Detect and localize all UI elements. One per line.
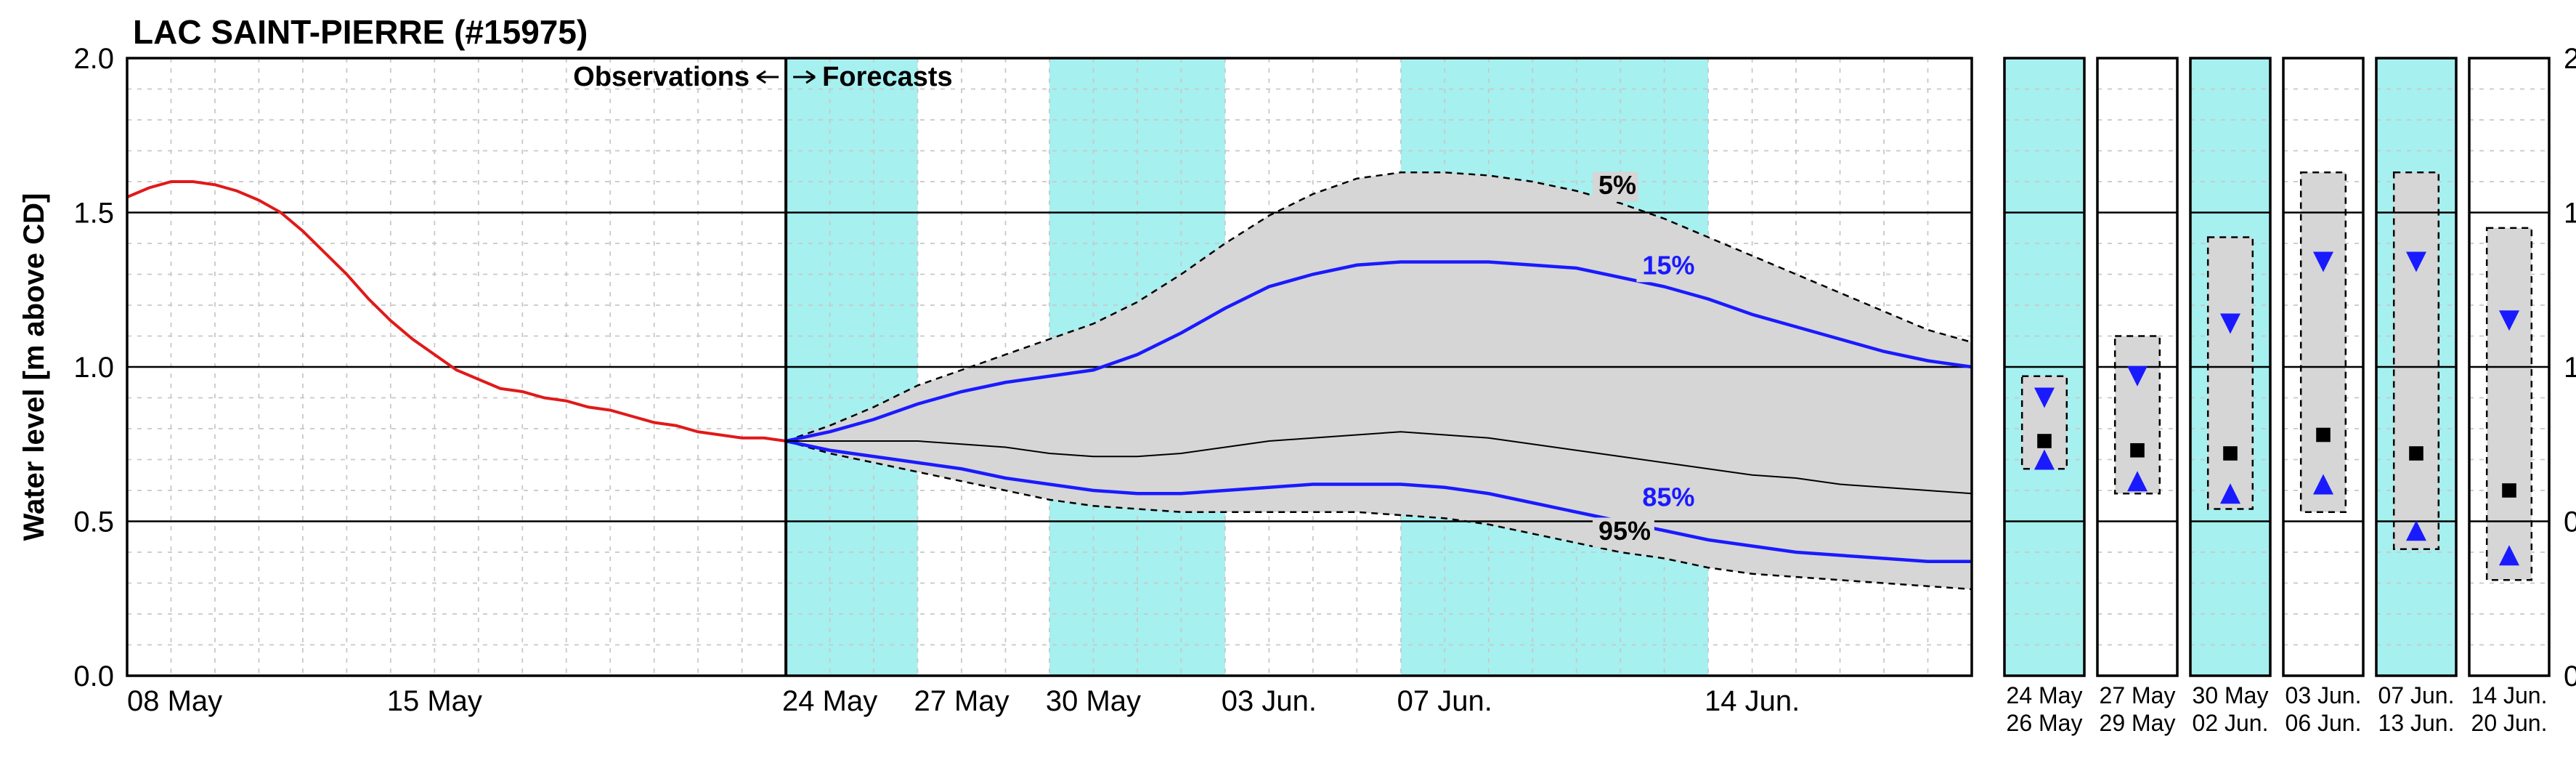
panel-label-bot: 26 May [2007, 710, 2083, 736]
y-tick-right: 0.0 [2564, 660, 2576, 692]
chart-title: LAC SAINT-PIERRE (#15975) [133, 13, 588, 51]
y-tick-right: 0.5 [2564, 506, 2576, 538]
panel-label-top: 24 May [2007, 682, 2083, 708]
panel-range-box [2301, 172, 2346, 512]
panel-label-bot: 06 Jun. [2286, 710, 2362, 736]
marker-square-icon [2223, 446, 2238, 461]
chart-svg: 5% 15% 85% 95% 0.0 0.5 1.0 1.5 2.0 Water level [m… [0, 0, 2576, 776]
panel-label-bot: 20 Jun. [2471, 710, 2548, 736]
y-axis-label: Water level [m above CD] [18, 193, 50, 541]
panel-range-box [2394, 172, 2439, 549]
x-tick: 30 May [1046, 685, 1141, 717]
panel-label-bot: 13 Jun. [2378, 710, 2455, 736]
y-tick-right: 1.0 [2564, 352, 2576, 384]
pct-label-p85: 85% [1642, 482, 1694, 512]
panel-label-top: 27 May [2100, 682, 2176, 708]
forecast-fan [786, 172, 1972, 589]
pct-label-p95: 95% [1598, 516, 1651, 546]
forecasts-label: Forecasts [822, 62, 953, 92]
y-tick-left: 0.0 [73, 660, 114, 692]
pct-label-p15: 15% [1642, 251, 1694, 280]
arrow-left-icon [757, 71, 779, 83]
panel-label-top: 30 May [2193, 682, 2269, 708]
x-tick: 08 May [127, 685, 222, 717]
y-tick-left: 1.5 [73, 198, 114, 230]
x-tick: 27 May [914, 685, 1009, 717]
panel-range-box [2208, 238, 2253, 509]
marker-square-icon [2130, 443, 2145, 458]
x-tick: 07 Jun. [1397, 685, 1492, 717]
x-tick: 03 Jun. [1222, 685, 1317, 717]
y-tick-left: 1.0 [73, 352, 114, 384]
observations-label: Observations [573, 62, 749, 92]
observation-line [127, 182, 786, 441]
panel-label-top: 03 Jun. [2286, 682, 2362, 708]
panel-range-box [2115, 336, 2160, 494]
y-tick-left: 0.5 [73, 506, 114, 538]
pct-label-p05: 5% [1598, 170, 1636, 200]
panel-label-top: 07 Jun. [2378, 682, 2455, 708]
figure-root: { "canvas": { "width": 3547, "height": 1… [0, 0, 2576, 776]
panel-label-bot: 29 May [2100, 710, 2176, 736]
panel-range-box [2487, 228, 2532, 581]
marker-square-icon [2316, 428, 2331, 442]
panel-label-top: 14 Jun. [2471, 682, 2548, 708]
x-tick: 15 May [387, 685, 482, 717]
y-tick-right: 1.5 [2564, 198, 2576, 230]
y-tick-left: 2.0 [73, 43, 114, 75]
panel-label-bot: 02 Jun. [2193, 710, 2269, 736]
marker-square-icon [2502, 483, 2516, 498]
x-tick: 24 May [782, 685, 877, 717]
marker-square-icon [2037, 434, 2052, 448]
y-tick-right: 2.0 [2564, 43, 2576, 75]
marker-square-icon [2409, 446, 2423, 461]
x-tick: 14 Jun. [1705, 685, 1800, 717]
